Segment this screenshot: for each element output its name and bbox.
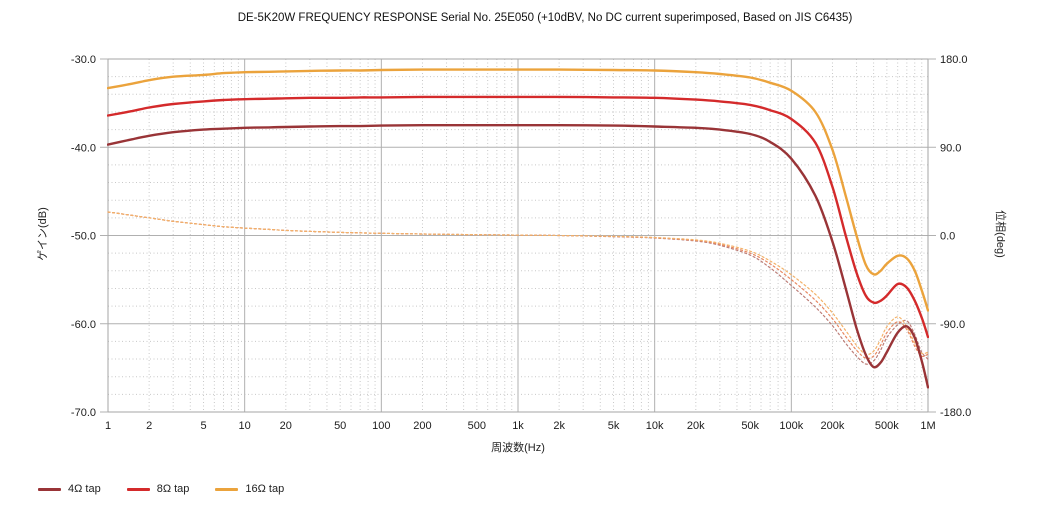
legend-label-16ohm: 16Ω tap xyxy=(245,483,285,495)
y-tick-label-phase: 0.0 xyxy=(940,231,955,243)
chart-title: DE-5K20W FREQUENCY RESPONSE Serial No. 2… xyxy=(237,12,853,24)
x-tick-label: 100 xyxy=(372,420,390,432)
y-tick-label-phase: 180.0 xyxy=(940,54,968,66)
y-tick-label-gain: -60.0 xyxy=(71,319,96,331)
legend-label-8ohm: 8Ω tap xyxy=(156,483,190,495)
x-tick-label: 5 xyxy=(200,420,206,432)
x-tick-label: 2 xyxy=(146,420,152,432)
x-tick-label: 1k xyxy=(512,420,524,432)
y-tick-label-gain: -40.0 xyxy=(71,142,96,154)
x-tick-label: 500k xyxy=(875,420,899,432)
y-tick-label-phase: -90.0 xyxy=(940,319,965,331)
legend-swatch-4ohm xyxy=(38,487,61,491)
gain-curve-4ohm-tap xyxy=(107,123,929,389)
legend-swatch-8ohm xyxy=(126,487,150,491)
legend: 4Ω tap 8Ω tap 16Ω tap xyxy=(38,483,284,495)
gain-curve-8ohm-tap xyxy=(107,95,929,339)
x-tick-label: 10 xyxy=(239,420,251,432)
y-tick-label-phase: 90.0 xyxy=(940,142,961,154)
y-tick-label-gain: -70.0 xyxy=(71,407,96,419)
y-tick-label-gain: -30.0 xyxy=(71,54,96,66)
x-tick-label: 500 xyxy=(468,420,486,432)
x-tick-label: 100k xyxy=(779,420,803,432)
y-tick-label-gain: -50.0 xyxy=(71,231,96,243)
x-tick-label: 200k xyxy=(821,420,845,432)
x-axis-label-frequency: 周波数(Hz) xyxy=(491,442,545,454)
legend-item-4ohm-tap: 4Ω tap xyxy=(38,483,101,495)
gain-curve-16ohm-tap xyxy=(107,68,929,312)
legend-swatch-16ohm xyxy=(215,487,239,491)
x-tick-label: 20 xyxy=(280,420,292,432)
x-tick-label: 20k xyxy=(687,420,705,432)
x-tick-label: 1 xyxy=(105,420,111,432)
x-tick-label: 2k xyxy=(553,420,565,432)
x-tick-label: 5k xyxy=(608,420,620,432)
x-tick-label: 200 xyxy=(413,420,431,432)
legend-label-4ohm: 4Ω tap xyxy=(68,483,101,495)
legend-item-16ohm-tap: 16Ω tap xyxy=(215,483,284,495)
x-tick-label: 50 xyxy=(334,420,346,432)
x-tick-label: 50k xyxy=(741,420,759,432)
x-tick-label: 1M xyxy=(920,420,935,432)
x-tick-label: 10k xyxy=(646,420,664,432)
legend-item-8ohm-tap: 8Ω tap xyxy=(126,483,190,495)
phase-curve-16ohm-tap-phase xyxy=(107,211,929,356)
y-tick-label-phase: -180.0 xyxy=(940,407,971,419)
curves-group xyxy=(107,68,929,389)
